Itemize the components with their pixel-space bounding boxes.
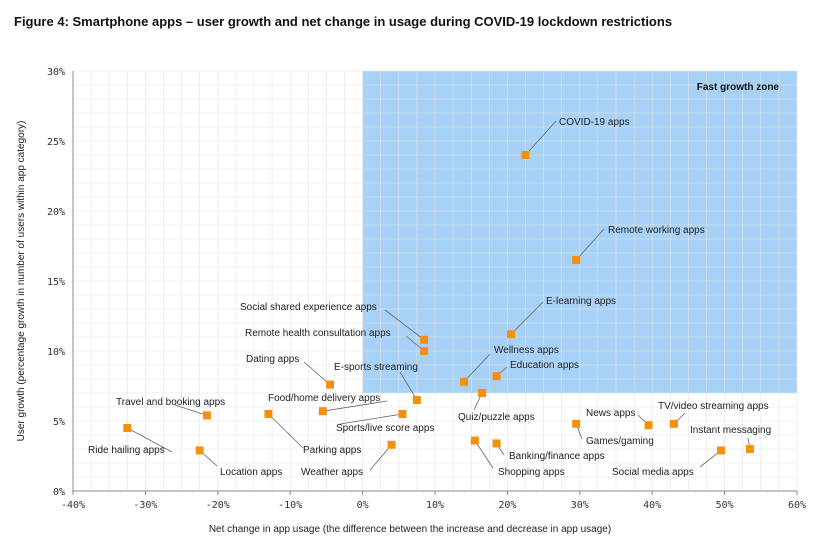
point-label: News apps [586, 408, 635, 419]
x-tick-label: 50% [716, 500, 734, 511]
data-point [492, 372, 501, 381]
leader-line [322, 400, 388, 412]
x-tick-label: 20% [498, 500, 516, 511]
point-label: Banking/finance apps [509, 451, 605, 462]
fast-growth-zone-label: Fast growth zone [697, 82, 780, 93]
data-point [492, 439, 501, 448]
point-label: Weather apps [301, 467, 363, 478]
leader-line [474, 440, 494, 469]
leader-line [339, 413, 403, 425]
leader-line [463, 353, 491, 383]
data-point [745, 445, 754, 453]
data-point [716, 446, 725, 455]
data-point [318, 407, 327, 416]
y-tick-label: 5% [53, 417, 65, 428]
data-point [459, 377, 468, 386]
label-layer: Fast growth zone COVID-19 apps Remote work… [88, 82, 779, 478]
point-label: Sports/live score apps [336, 423, 434, 434]
data-point [326, 380, 335, 389]
y-tick-label: 25% [47, 137, 65, 148]
data-point [572, 419, 581, 428]
leader-line [384, 309, 425, 341]
data-point [470, 436, 479, 445]
y-tick-label: 0% [53, 487, 65, 498]
leader-line [174, 404, 208, 416]
data-point [420, 347, 429, 355]
point-label: Social shared experience apps [240, 302, 377, 313]
data-point [202, 411, 211, 420]
leader-line [369, 444, 392, 471]
leader-line [268, 413, 304, 449]
x-tick-label: -20% [206, 500, 230, 511]
point-label: Social media apps [612, 467, 694, 478]
y-tick-label: 30% [47, 67, 65, 78]
point-label: E-learning apps [546, 296, 616, 307]
x-tick-label: -10% [278, 500, 302, 511]
data-point [387, 440, 396, 449]
data-point [412, 396, 421, 404]
figure-title: Figure 4: Smartphone apps – user growth … [14, 14, 673, 29]
axis-layer: -40% -30% -20% -10% 0% 10% 20% 30% 40% 50% 60% 0% 5%… [16, 67, 806, 535]
leader-line [127, 427, 173, 453]
data-point [507, 330, 516, 339]
x-axis-title: Net change in app usage (the difference … [209, 524, 611, 535]
leader-line [525, 120, 557, 156]
point-label: E-sports streaming [334, 362, 418, 373]
leader-line [510, 301, 544, 335]
y-axis-title: User growth (percentage growth in number… [16, 121, 27, 442]
point-label: Parking apps [303, 445, 361, 456]
point-label: Shopping apps [498, 467, 565, 478]
point-label: Instant messaging [690, 425, 771, 436]
data-point [123, 424, 132, 432]
data-point [644, 421, 653, 430]
data-point [398, 410, 407, 418]
point-layer [123, 151, 754, 455]
data-point [669, 419, 678, 428]
point-label: Ride hailing apps [88, 445, 165, 456]
leader-line [303, 361, 331, 385]
point-label: Remote working apps [608, 225, 705, 236]
x-tick-label: 30% [571, 500, 589, 511]
x-tick-label: -40% [61, 500, 85, 511]
data-point [420, 335, 429, 344]
point-label: TV/video streaming apps [658, 401, 769, 412]
data-point [264, 410, 273, 418]
point-label: Remote health consultation apps [245, 328, 391, 339]
grid-layer [72, 70, 798, 492]
point-label: COVID-19 apps [559, 117, 630, 128]
data-point [195, 446, 204, 455]
data-point [521, 151, 530, 159]
point-label: Travel and booking apps [116, 397, 225, 408]
data-point [478, 389, 487, 397]
data-point [572, 256, 581, 264]
point-label: Location apps [220, 467, 282, 478]
x-tick-label: 60% [788, 500, 806, 511]
point-label: Dating apps [246, 354, 299, 365]
point-label: Games/gaming [586, 436, 654, 447]
x-tick-label: 10% [426, 500, 444, 511]
x-tick-label: 0% [357, 500, 369, 511]
point-label: Food/home delivery apps [268, 393, 380, 404]
leader-line [399, 371, 418, 401]
y-tick-label: 15% [47, 277, 65, 288]
x-tick-label: 40% [643, 500, 661, 511]
leader-line [575, 228, 605, 261]
point-label: Quiz/puzzle apps [458, 412, 535, 423]
y-tick-label: 20% [47, 207, 65, 218]
point-label: Education apps [510, 360, 579, 371]
y-tick-label: 10% [47, 347, 65, 358]
point-label: Wellness apps [494, 345, 559, 356]
x-tick-label: -30% [133, 500, 157, 511]
